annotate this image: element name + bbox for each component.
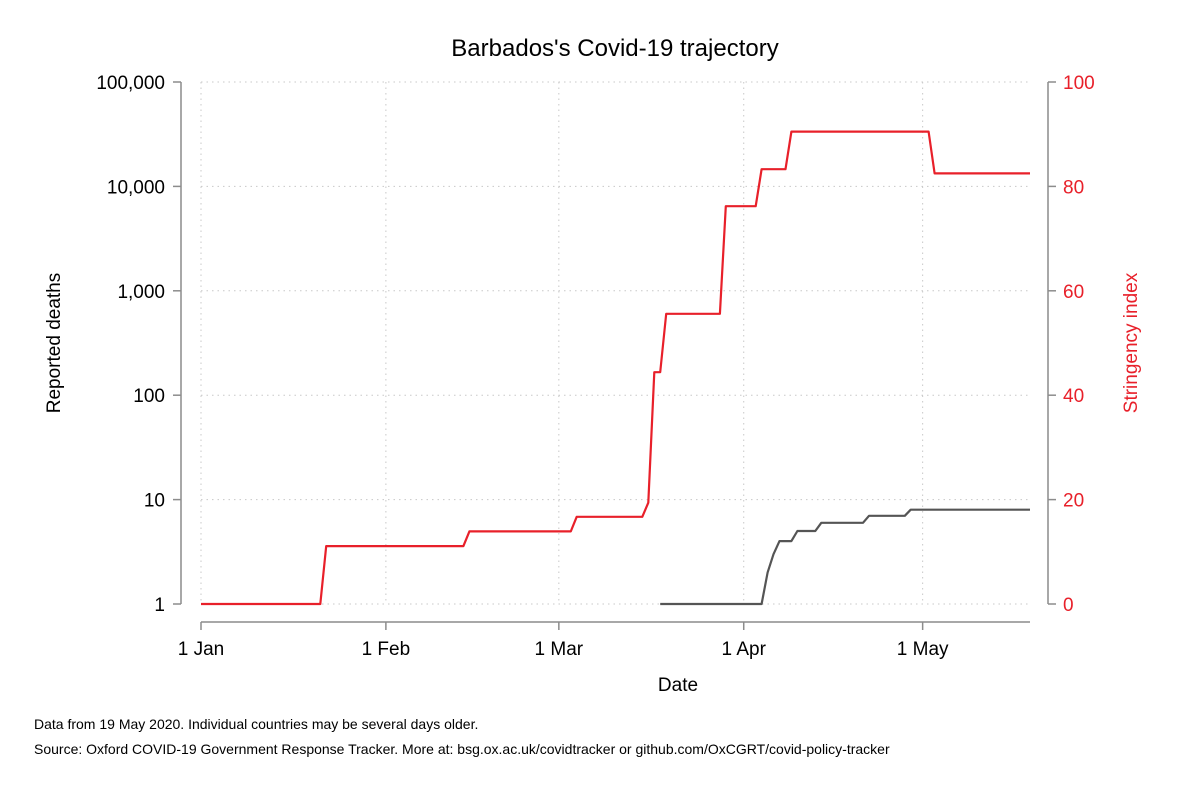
y-left-tick-label: 100 xyxy=(133,386,165,407)
x-tick-label: 1 May xyxy=(897,639,949,660)
stringency-index-line xyxy=(201,130,1030,606)
y-left-tick-label: 10 xyxy=(144,491,165,512)
x-tick-label: 1 Mar xyxy=(535,639,584,660)
reported-deaths-line xyxy=(660,508,1030,606)
series-layer xyxy=(201,130,1030,606)
chart-title: Barbados's Covid-19 trajectory xyxy=(451,35,778,62)
y-right-tick-label: 60 xyxy=(1063,282,1084,303)
y-left-tick-label: 1 xyxy=(154,595,165,616)
x-axis-label: Date xyxy=(658,675,698,696)
x-tick-label: 1 Apr xyxy=(722,639,767,660)
axes: 1 10 100 1,000 10,000 100,000 0 20 40 60 80 100 1 Ja… xyxy=(96,73,1094,660)
chart-svg: Barbados's Covid-19 trajectory 1 10 100 1,0… xyxy=(44,35,1142,696)
y-axis-left-label: Reported deaths xyxy=(44,273,65,414)
chart-notes: Data from 19 May 2020. Individual countr… xyxy=(34,712,890,762)
data-date-note: Data from 19 May 2020. Individual countr… xyxy=(34,716,479,732)
y-axis-right-label: Stringency index xyxy=(1121,272,1142,413)
y-right-tick-label: 100 xyxy=(1063,73,1095,94)
grid xyxy=(200,81,1030,605)
x-tick-label: 1 Jan xyxy=(178,639,224,660)
y-right-tick-label: 40 xyxy=(1063,386,1084,407)
y-left-tick-label: 10,000 xyxy=(107,177,165,198)
y-left-tick-label: 100,000 xyxy=(96,73,165,94)
y-left-tick-label: 1,000 xyxy=(117,282,165,303)
y-right-tick-label: 0 xyxy=(1063,595,1074,616)
y-right-tick-label: 80 xyxy=(1063,177,1084,198)
source-note: Source: Oxford COVID-19 Government Respo… xyxy=(34,741,890,757)
x-tick-label: 1 Feb xyxy=(362,639,411,660)
y-right-tick-label: 20 xyxy=(1063,491,1084,512)
